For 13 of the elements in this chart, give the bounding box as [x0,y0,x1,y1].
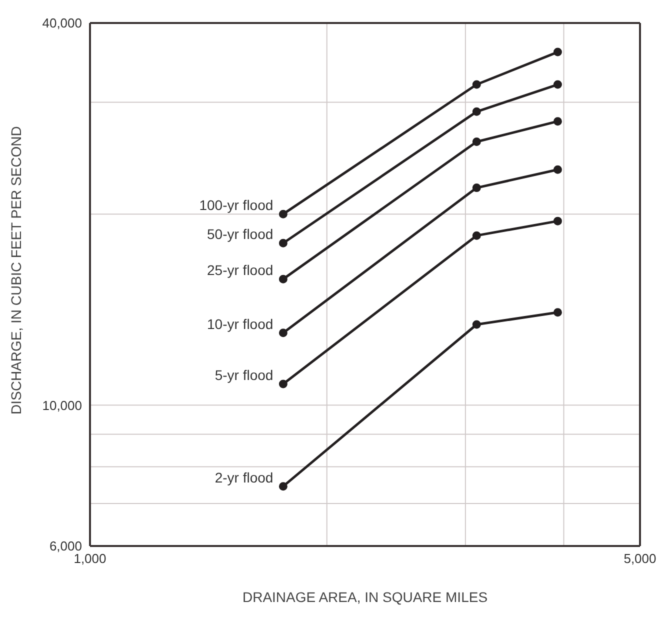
y-tick-label: 40,000 [42,16,82,31]
y-tick-label: 10,000 [42,398,82,413]
y-tick-label: 6,000 [49,538,82,554]
y-axis-title: DISCHARGE, IN CUBIC FEET PER SECOND [8,126,24,414]
series-label: 2-yr flood [214,469,274,486]
x-axis-title: DRAINAGE AREA, IN SQUARE MILES [242,589,488,605]
series-label: 50-yr flood [207,226,274,242]
x-tick-label: 1,000 [74,551,106,566]
x-tick-label: 5,000 [624,551,656,566]
series-label: 5-yr flood [214,366,274,383]
series-label: 10-yr flood [207,316,274,332]
series-label: 25-yr flood [207,262,274,278]
series-label: 100-yr flood [199,197,274,214]
